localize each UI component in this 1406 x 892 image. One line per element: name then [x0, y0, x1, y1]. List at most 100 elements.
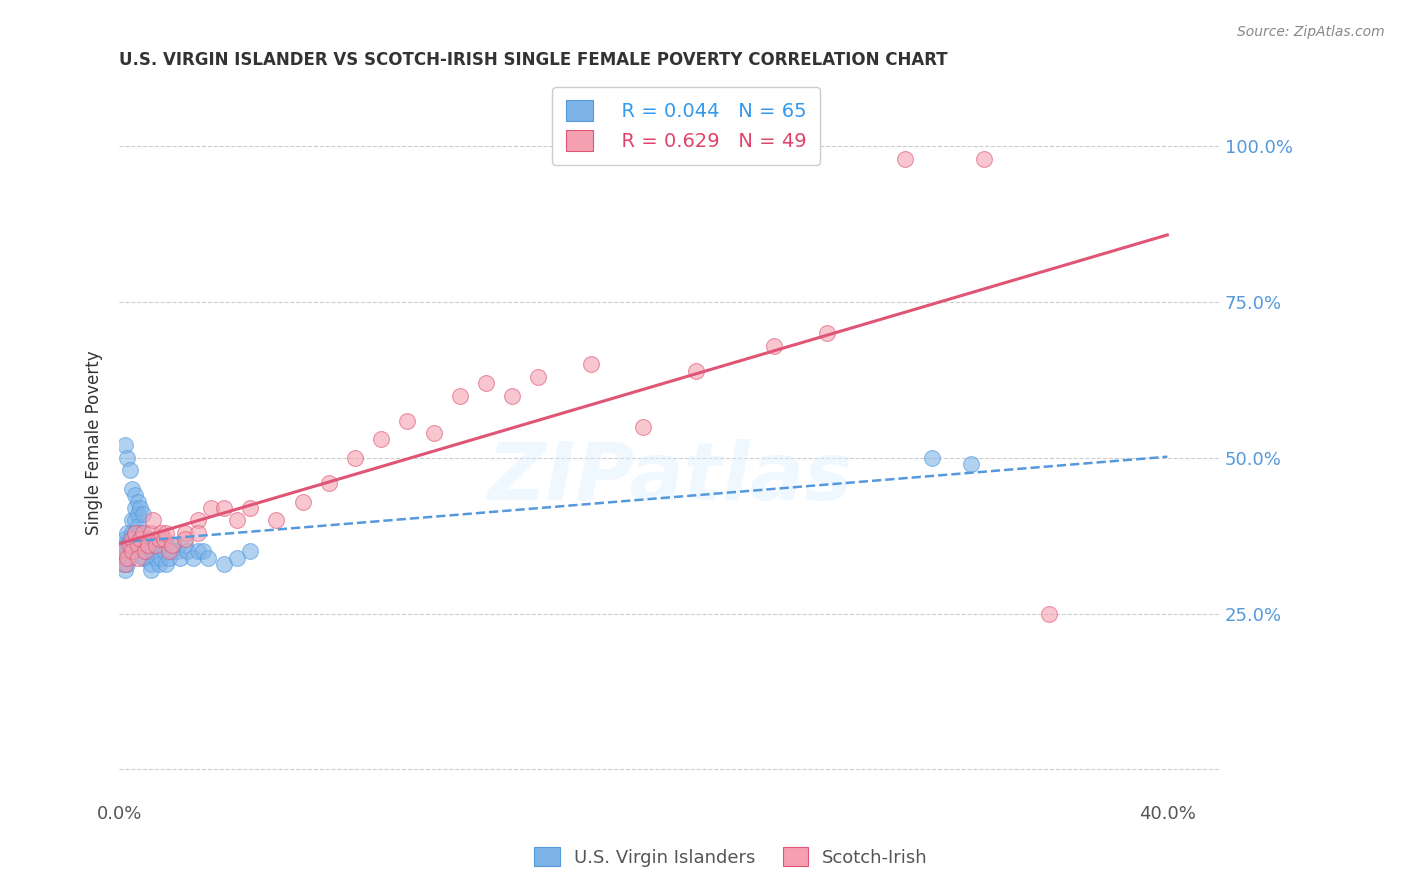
Point [422, 425, 444, 440]
Point [148, 532, 170, 546]
Point [132, 507, 155, 521]
Point [124, 500, 146, 515]
Point [449, 389, 471, 403]
Point [173, 538, 195, 552]
Point [318, 475, 340, 490]
Point [921, 450, 943, 465]
Point [124, 488, 146, 502]
Point [114, 438, 136, 452]
Point [685, 364, 707, 378]
Point [197, 550, 219, 565]
Point [118, 544, 141, 558]
Point [114, 557, 136, 571]
Point [763, 339, 786, 353]
Point [191, 544, 214, 558]
Point [136, 544, 159, 558]
Point [111, 538, 134, 552]
Point [187, 544, 209, 558]
Point [121, 525, 143, 540]
Point [959, 457, 981, 471]
Point [124, 513, 146, 527]
Point [475, 376, 498, 391]
Point [1038, 607, 1060, 621]
Point [157, 544, 180, 558]
Point [187, 513, 209, 527]
Point [132, 525, 155, 540]
Point [127, 538, 149, 552]
Point [115, 550, 138, 565]
Point [239, 544, 262, 558]
Text: ZIPatlas: ZIPatlas [486, 439, 852, 517]
Point [115, 538, 138, 552]
Point [121, 482, 143, 496]
Point [129, 532, 152, 546]
Point [169, 550, 191, 565]
Point [132, 550, 155, 565]
Point [160, 538, 183, 552]
Point [124, 525, 146, 540]
Point [111, 544, 134, 558]
Point [153, 532, 176, 546]
Point [633, 419, 655, 434]
Point [160, 544, 183, 558]
Point [121, 513, 143, 527]
Point [155, 557, 177, 571]
Point [118, 532, 141, 546]
Point [127, 519, 149, 533]
Point [111, 544, 134, 558]
Point [142, 544, 165, 558]
Point [166, 544, 188, 558]
Point [973, 152, 995, 166]
Point [173, 532, 195, 546]
Point [181, 550, 204, 565]
Point [579, 358, 602, 372]
Point [114, 563, 136, 577]
Point [136, 538, 159, 552]
Point [132, 544, 155, 558]
Point [115, 525, 138, 540]
Point [134, 538, 156, 552]
Point [501, 389, 523, 403]
Point [176, 544, 198, 558]
Point [118, 550, 141, 565]
Point [127, 507, 149, 521]
Point [157, 550, 180, 565]
Point [121, 532, 143, 546]
Point [150, 532, 173, 546]
Legend:   R = 0.044   N = 65,   R = 0.629   N = 49: R = 0.044 N = 65, R = 0.629 N = 49 [553, 87, 820, 165]
Text: U.S. VIRGIN ISLANDER VS SCOTCH-IRISH SINGLE FEMALE POVERTY CORRELATION CHART: U.S. VIRGIN ISLANDER VS SCOTCH-IRISH SIN… [120, 51, 948, 69]
Point [148, 538, 170, 552]
Point [139, 563, 162, 577]
Point [129, 500, 152, 515]
Point [150, 550, 173, 565]
Point [127, 550, 149, 565]
Point [150, 525, 173, 540]
Point [121, 544, 143, 558]
Point [142, 513, 165, 527]
Point [121, 538, 143, 552]
Point [815, 326, 838, 341]
Point [894, 152, 917, 166]
Point [291, 494, 314, 508]
Point [139, 557, 162, 571]
Point [124, 525, 146, 540]
Point [115, 557, 138, 571]
Point [114, 532, 136, 546]
Point [239, 500, 262, 515]
Point [396, 413, 419, 427]
Point [127, 532, 149, 546]
Point [527, 370, 550, 384]
Point [139, 525, 162, 540]
Point [134, 544, 156, 558]
Point [115, 450, 138, 465]
Point [344, 450, 367, 465]
Point [370, 432, 392, 446]
Point [163, 538, 186, 552]
Point [187, 525, 209, 540]
Point [173, 525, 195, 540]
Point [145, 550, 167, 565]
Point [127, 494, 149, 508]
Point [129, 538, 152, 552]
Point [111, 557, 134, 571]
Point [212, 500, 235, 515]
